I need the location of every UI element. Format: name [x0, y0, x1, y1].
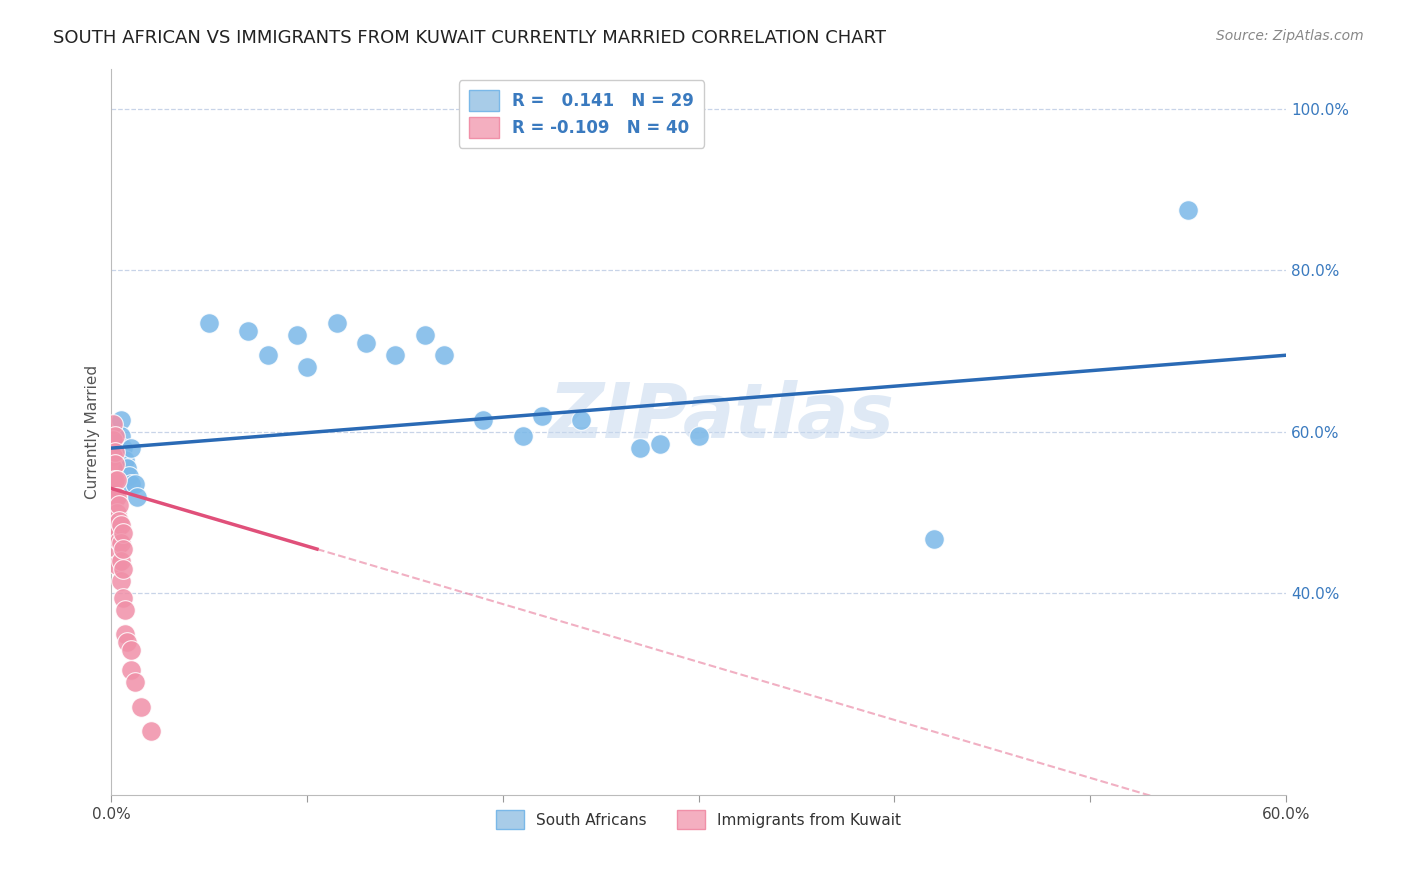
Point: [103, 417, 125, 431]
Point: [114, 627, 136, 641]
Point: [100, 477, 122, 491]
Point: [112, 525, 135, 540]
Point: [569, 413, 592, 427]
Point: [287, 328, 309, 343]
Y-axis label: Currently Married: Currently Married: [86, 365, 100, 499]
Point: [115, 461, 138, 475]
Point: [100, 490, 122, 504]
Point: [648, 437, 671, 451]
Point: [120, 643, 142, 657]
Point: [104, 474, 127, 488]
Point: [114, 453, 136, 467]
Point: [120, 441, 142, 455]
Point: [105, 474, 128, 488]
Point: [108, 498, 131, 512]
Point: [124, 477, 146, 491]
Point: [124, 675, 146, 690]
Point: [104, 445, 127, 459]
Point: [118, 469, 141, 483]
Point: [105, 558, 128, 573]
Point: [433, 348, 456, 362]
Point: [103, 461, 125, 475]
Point: [922, 532, 945, 546]
Point: [104, 530, 127, 544]
Text: Source: ZipAtlas.com: Source: ZipAtlas.com: [1216, 29, 1364, 43]
Point: [512, 429, 534, 443]
Point: [104, 429, 127, 443]
Point: [104, 514, 127, 528]
Point: [108, 533, 131, 548]
Point: [103, 449, 125, 463]
Point: [384, 348, 406, 362]
Point: [112, 441, 135, 455]
Point: [110, 413, 132, 427]
Point: [105, 490, 128, 504]
Point: [413, 328, 436, 343]
Point: [120, 477, 142, 491]
Point: [110, 429, 132, 443]
Point: [108, 514, 131, 528]
Point: [110, 574, 132, 589]
Point: [110, 554, 132, 568]
Point: [110, 536, 132, 550]
Point: [110, 517, 132, 532]
Point: [104, 490, 127, 504]
Point: [1177, 202, 1199, 217]
Point: [103, 433, 125, 447]
Point: [139, 723, 162, 738]
Point: [238, 324, 260, 338]
Point: [472, 413, 495, 427]
Point: [103, 490, 125, 504]
Legend: South Africans, Immigrants from Kuwait: South Africans, Immigrants from Kuwait: [491, 805, 907, 835]
Point: [112, 542, 135, 557]
Point: [105, 522, 128, 536]
Point: [354, 336, 377, 351]
Point: [114, 602, 136, 616]
Point: [105, 506, 128, 520]
Point: [125, 490, 148, 504]
Point: [531, 409, 554, 423]
Text: ZIPatlas: ZIPatlas: [550, 380, 896, 454]
Point: [257, 348, 280, 362]
Point: [105, 542, 128, 557]
Point: [112, 562, 135, 576]
Point: [295, 360, 318, 375]
Point: [112, 591, 135, 605]
Point: [103, 474, 125, 488]
Point: [688, 429, 710, 443]
Point: [198, 316, 221, 330]
Point: [115, 635, 138, 649]
Point: [325, 316, 347, 330]
Point: [104, 457, 127, 471]
Text: SOUTH AFRICAN VS IMMIGRANTS FROM KUWAIT CURRENTLY MARRIED CORRELATION CHART: SOUTH AFRICAN VS IMMIGRANTS FROM KUWAIT …: [53, 29, 886, 46]
Point: [129, 699, 152, 714]
Point: [120, 663, 142, 677]
Point: [628, 441, 651, 455]
